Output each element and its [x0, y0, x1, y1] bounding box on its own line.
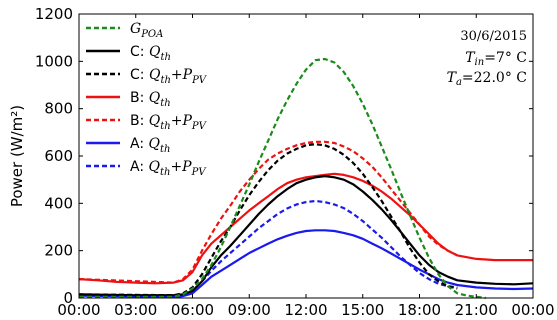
- legend-prefix: C:: [130, 67, 149, 83]
- x-tick-label: 15:00: [341, 301, 384, 319]
- y-tick-label: 1000: [35, 52, 73, 70]
- legend-label-gpoa: GPOA: [130, 21, 163, 40]
- legend-label-a-qth-ppv: A: Qth+PPV: [130, 159, 207, 178]
- y-tick-label: 400: [44, 194, 73, 212]
- x-tick-label: 12:00: [284, 301, 327, 319]
- legend-symbol: G: [130, 21, 141, 37]
- y-tick-label: 1200: [35, 5, 73, 23]
- legend-suffix: +P: [171, 67, 193, 83]
- legend-label-b-qth: B: Qth: [130, 90, 171, 109]
- y-tick-label: 200: [44, 242, 73, 260]
- legend-suffix: +P: [171, 113, 193, 129]
- legend-symbol: Q: [149, 90, 161, 106]
- series-line-c-qth: [78, 175, 534, 297]
- legend-subscript: th: [160, 75, 170, 86]
- series-line-b-qth: [78, 172, 533, 285]
- legend-subscript: POA: [140, 29, 163, 40]
- legend-symbol: Q: [149, 113, 161, 129]
- legend-label-c-qth: C: Qth: [130, 44, 171, 63]
- legend-label-a-qth: A: Qth: [130, 136, 170, 155]
- legend-suffix-subscript: PV: [191, 167, 208, 178]
- t-a-symbol: T: [447, 70, 458, 86]
- y-tick-label: 600: [44, 147, 73, 165]
- series-line-a-qth-ppv: [78, 199, 458, 298]
- x-tick-label: 00:00: [511, 301, 554, 319]
- x-tick-label: 21:00: [455, 301, 498, 319]
- legend-symbol: Q: [149, 44, 161, 60]
- series-line-c-qth-ppv: [78, 143, 458, 297]
- legend-subscript: th: [160, 121, 170, 132]
- legend-symbol: Q: [149, 136, 161, 152]
- t-a-annotation: Ta=22.0° C: [447, 70, 527, 88]
- y-axis-title: Power (W/m²): [8, 105, 26, 207]
- series-line-a-qth: [78, 229, 534, 298]
- legend-prefix: B:: [130, 90, 149, 106]
- t-in-value: =7° C: [484, 50, 527, 66]
- t-in-symbol: T: [465, 50, 476, 66]
- t-a-value: =22.0° C: [462, 70, 527, 86]
- legend-subscript: th: [160, 144, 170, 155]
- series-lines: [78, 57, 534, 300]
- t-in-subscript: in: [475, 57, 485, 68]
- legend-subscript: th: [160, 167, 170, 178]
- legend-prefix: A:: [130, 136, 149, 152]
- legend-prefix: C:: [130, 44, 149, 60]
- x-tick-label: 03:00: [114, 301, 157, 319]
- t-in-annotation: Tin=7° C: [465, 50, 527, 68]
- y-tick-label: 800: [44, 100, 73, 118]
- legend-label-c-qth-ppv: C: Qth+PPV: [130, 67, 208, 86]
- x-tick-label: 00:00: [57, 301, 100, 319]
- x-tick-label: 09:00: [228, 301, 271, 319]
- x-tick-label: 06:00: [171, 301, 214, 319]
- t-a-subscript: a: [456, 77, 462, 88]
- legend-prefix: B:: [130, 113, 149, 129]
- legend-prefix: A:: [130, 159, 149, 175]
- legend-symbol: Q: [149, 67, 161, 83]
- legend-suffix-subscript: PV: [191, 121, 208, 132]
- axis-ticks: 0 200 400 600 800 1000 1200 00:00 03:00 06:00 09:0…: [35, 5, 555, 319]
- legend-symbol: Q: [149, 159, 161, 175]
- legend-label-b-qth-ppv: B: Qth+PPV: [130, 113, 208, 132]
- x-tick-label: 18:00: [398, 301, 441, 319]
- legend-subscript: th: [160, 52, 170, 63]
- y-tick-label: 0: [63, 289, 73, 307]
- series-line-gpoa: [79, 57, 486, 300]
- legend-suffix: +P: [170, 159, 192, 175]
- legend-suffix-subscript: PV: [191, 75, 208, 86]
- date-annotation: 30/6/2015: [460, 29, 527, 44]
- legend-subscript: th: [160, 98, 170, 109]
